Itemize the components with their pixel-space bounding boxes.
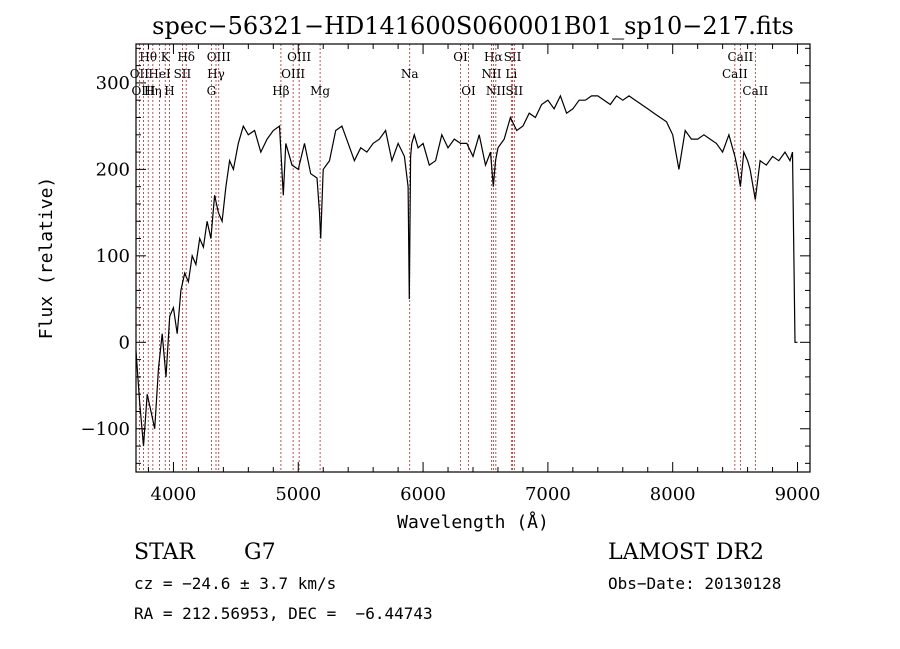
y-tick-label: 100 (96, 246, 130, 267)
survey-name: LAMOST DR2 (608, 540, 764, 565)
spectral-line-label: HeI (148, 67, 171, 81)
spectral-line-label: Hθ (139, 50, 157, 64)
object-class: STAR (134, 540, 195, 565)
spectral-line-label: Hβ (272, 84, 289, 98)
y-axis-label: Flux (relative) (36, 177, 57, 340)
spectral-line-label: SII (504, 50, 522, 64)
spectral-line-label: Hη (144, 84, 162, 98)
redshift-text: cz = −24.6 ± 3.7 km/s (134, 574, 337, 593)
spectral-line-label: OIII (131, 84, 155, 98)
x-tick-label: 5000 (275, 484, 321, 505)
object-subclass: G7 (244, 540, 276, 565)
spectral-line-label: NII (486, 84, 506, 98)
x-tick-label: 4000 (151, 484, 197, 505)
spectral-line-label: OI (461, 84, 476, 98)
spectral-line-label: CaII (742, 84, 768, 98)
y-tick-label: 0 (119, 332, 130, 353)
spectral-line-label: SII (505, 84, 523, 98)
spectral-line-label: OII (130, 67, 150, 81)
spectral-line-label: Hδ (177, 50, 195, 64)
x-tick-label: 6000 (400, 484, 446, 505)
observation-date: Obs−Date: 20130128 (608, 574, 782, 593)
spectral-line-label: OIII (281, 67, 305, 81)
spectral-line-label: CaII (722, 67, 748, 81)
x-tick-label: 8000 (650, 484, 696, 505)
y-tick-label: 200 (96, 159, 130, 180)
spectral-line-label: Hγ (207, 67, 225, 81)
spectrum-line (135, 94, 798, 447)
spectral-line-label: CaII (727, 50, 753, 64)
x-tick-label: 9000 (775, 484, 821, 505)
chart-title: spec−56321−HD141600S060001B01_sp10−217.f… (152, 12, 794, 40)
coordinates-text: RA = 212.56953, DEC = −6.44743 (134, 604, 433, 623)
y-tick-label: −100 (81, 419, 130, 440)
spectral-line-label: OIII (207, 50, 231, 64)
x-axis-label: Wavelength (Å) (397, 511, 549, 533)
spectral-line-label: OI (453, 50, 468, 64)
spectral-line-label: NII (481, 67, 501, 81)
spectral-line-label: K (161, 50, 171, 64)
spectral-line-label: OIII (287, 50, 311, 64)
spectral-line-label: Li (505, 67, 517, 81)
x-tick-label: 7000 (525, 484, 571, 505)
spectral-line-label: Mg (310, 84, 330, 98)
y-tick-label: 300 (96, 73, 130, 94)
spectral-line-label: Hα (484, 50, 503, 64)
axis-ticks: 4000 5000 6000 7000 8000 9000 −100 0 100 200 300 (81, 44, 821, 505)
spectral-line-label: G (207, 84, 217, 98)
plot-frame (135, 43, 811, 473)
spectral-line-label: H (164, 84, 174, 98)
spectral-line-label: SII (174, 67, 192, 81)
spectral-line-label: Na (401, 67, 419, 81)
